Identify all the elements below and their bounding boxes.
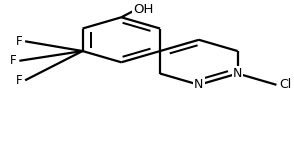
- Text: F: F: [10, 54, 16, 67]
- Text: N: N: [233, 67, 242, 80]
- Text: F: F: [16, 35, 22, 48]
- Text: Cl: Cl: [279, 78, 292, 91]
- Text: F: F: [16, 74, 22, 87]
- Text: OH: OH: [133, 3, 153, 16]
- Text: N: N: [194, 78, 203, 91]
